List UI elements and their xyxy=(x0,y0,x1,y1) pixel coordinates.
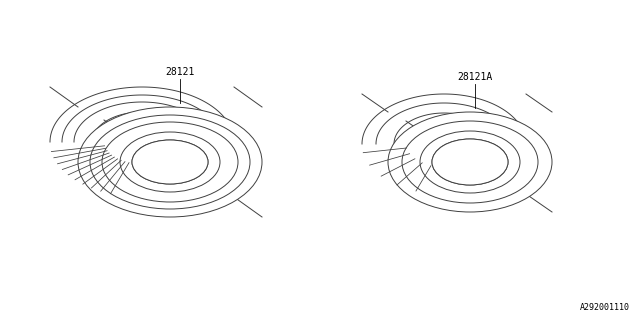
Text: 28121A: 28121A xyxy=(458,72,493,82)
Ellipse shape xyxy=(432,139,508,185)
Ellipse shape xyxy=(132,140,208,184)
Text: 28121: 28121 xyxy=(165,67,195,77)
Ellipse shape xyxy=(388,112,552,212)
Text: A292001110: A292001110 xyxy=(580,303,630,312)
Ellipse shape xyxy=(78,107,262,217)
